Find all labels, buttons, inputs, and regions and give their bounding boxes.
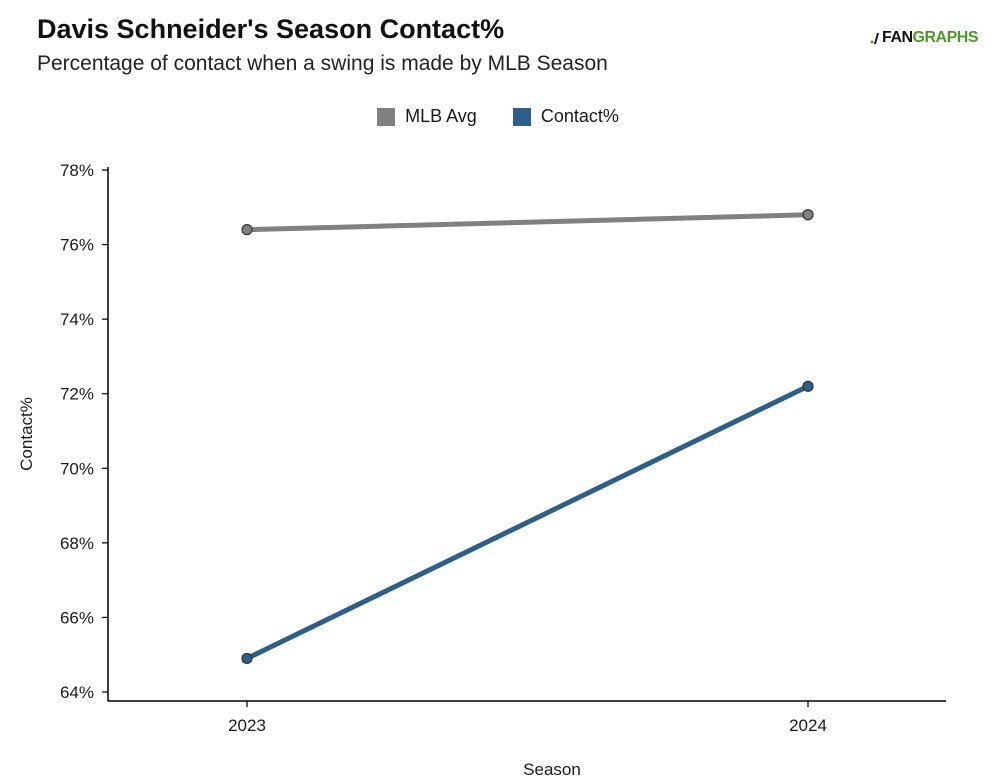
y-axis-label: Contact% [17, 397, 36, 471]
y-tick-label: 78% [60, 161, 94, 180]
data-point-contact[interactable] [802, 380, 814, 392]
data-point-mlb-avg[interactable] [241, 224, 253, 236]
x-axis-ticks: 2023 2024 [228, 701, 827, 735]
series-line-mlb-avg [244, 212, 811, 233]
legend-item-mlb-avg[interactable]: MLB Avg [377, 106, 477, 127]
y-tick-label: 68% [60, 534, 94, 553]
y-tick-label: 66% [60, 608, 94, 627]
y-tick-label: 72% [60, 385, 94, 404]
series-line-contact [244, 383, 811, 661]
x-axis-label: Season [523, 760, 581, 779]
series-lines [244, 212, 811, 661]
y-tick-label: 76% [60, 236, 94, 255]
fangraphs-logo: FANGRAPHS [870, 28, 979, 48]
chart-subtitle: Percentage of contact when a swing is ma… [37, 52, 608, 75]
y-tick-label: 70% [60, 459, 94, 478]
batter-icon [870, 33, 880, 44]
legend-swatch-mlb-avg [377, 107, 396, 126]
legend-label-contact: Contact% [540, 106, 619, 126]
legend-item-contact[interactable]: Contact% [512, 106, 619, 127]
data-point-contact[interactable] [241, 652, 253, 665]
logo-text-fan: FAN [882, 29, 913, 46]
logo-text-graphs: GRAPHS [912, 29, 979, 46]
x-tick-label: 2023 [228, 716, 266, 735]
x-tick-label: 2024 [789, 716, 827, 735]
y-tick-label: 64% [60, 683, 94, 702]
chart-title: Davis Schneider's Season Contact% [37, 14, 505, 44]
y-tick-label: 74% [60, 310, 94, 329]
data-point-mlb-avg[interactable] [802, 209, 814, 221]
legend-label-mlb-avg: MLB Avg [405, 106, 477, 126]
legend: MLB Avg Contact% [0, 106, 996, 127]
y-axis-ticks: 64% 66% 68% 70% 72% 74% 76% 78% [60, 161, 108, 702]
series-points [241, 209, 814, 665]
legend-swatch-contact [512, 107, 531, 126]
